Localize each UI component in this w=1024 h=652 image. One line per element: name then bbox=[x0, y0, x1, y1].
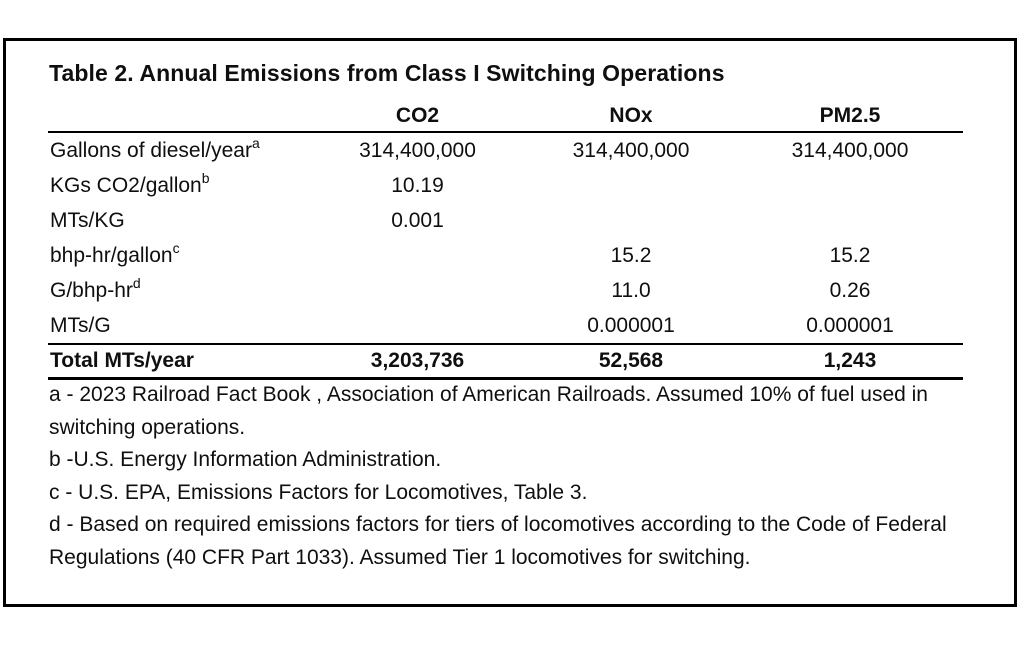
table-title: Table 2. Annual Emissions from Class I S… bbox=[49, 60, 725, 86]
cell-nox: 314,400,000 bbox=[572, 138, 690, 162]
cell-co2: 0.001 bbox=[391, 208, 444, 232]
table-row: G/bhp-hrd 11.0 0.26 bbox=[48, 273, 963, 308]
table-row: KGs CO2/gallonb 10.19 bbox=[48, 168, 963, 203]
footnote-marker: b bbox=[201, 169, 210, 186]
row-label-text: KGs CO2/gallon bbox=[50, 173, 202, 197]
footnotes-block: a - 2023 Railroad Fact Book , Associatio… bbox=[49, 379, 967, 575]
footnote-marker: d bbox=[132, 274, 141, 291]
cell-nox: 11.0 bbox=[611, 278, 651, 302]
footnote-c: c - U.S. EPA, Emissions Factors for Loco… bbox=[49, 480, 588, 504]
table-header-row: CO2 NOx PM2.5 bbox=[48, 100, 963, 133]
row-label: KGs CO2/gallonb bbox=[48, 171, 310, 197]
total-cell-nox: 52,568 bbox=[598, 349, 664, 373]
cell-nox: 0.000001 bbox=[587, 313, 675, 337]
row-label-text: G/bhp-hr bbox=[50, 278, 133, 302]
footnote-a: a - 2023 Railroad Fact Book , Associatio… bbox=[49, 383, 928, 439]
footnote-marker: c bbox=[172, 239, 180, 256]
header-cell-pm25: PM2.5 bbox=[819, 103, 881, 127]
table-row: Gallons of diesel/yeara 314,400,000 314,… bbox=[48, 133, 963, 168]
footnote-b: b -U.S. Energy Information Administratio… bbox=[49, 448, 442, 472]
total-row-label: Total MTs/year bbox=[50, 349, 194, 373]
cell-co2: 314,400,000 bbox=[359, 138, 476, 162]
header-cell-nox: NOx bbox=[609, 103, 653, 127]
total-cell-co2: 3,203,736 bbox=[370, 349, 465, 373]
table-total-row: Total MTs/year 3,203,736 52,568 1,243 bbox=[48, 343, 963, 380]
table-row: MTs/KG 0.001 bbox=[48, 203, 963, 238]
cell-pm25: 0.000001 bbox=[806, 313, 894, 337]
header-cell-co2: CO2 bbox=[395, 103, 440, 127]
row-label: bhp-hr/gallonc bbox=[48, 241, 310, 267]
total-cell-pm25: 1,243 bbox=[823, 349, 877, 373]
row-label: G/bhp-hrd bbox=[48, 276, 310, 302]
row-label: Gallons of diesel/yeara bbox=[48, 136, 310, 162]
cell-nox: 15.2 bbox=[610, 243, 652, 267]
cell-pm25: 15.2 bbox=[829, 243, 871, 267]
emissions-table: CO2 NOx PM2.5 Gallons of diesel/yeara 31… bbox=[48, 100, 963, 380]
cell-co2: 10.19 bbox=[391, 173, 444, 197]
table-row: MTs/G 0.000001 0.000001 bbox=[48, 308, 963, 343]
row-label: MTs/KG bbox=[48, 209, 310, 232]
table-row: bhp-hr/gallonc 15.2 15.2 bbox=[48, 238, 963, 273]
row-label-text: MTs/KG bbox=[50, 208, 125, 232]
footnote-marker: a bbox=[251, 134, 260, 151]
footnote-d: d - Based on required emissions factors … bbox=[49, 513, 947, 569]
row-label-text: Gallons of diesel/year bbox=[50, 138, 252, 162]
cell-pm25: 314,400,000 bbox=[791, 138, 909, 162]
cell-pm25: 0.26 bbox=[829, 278, 871, 302]
row-label: MTs/G bbox=[48, 314, 310, 337]
row-label-text: MTs/G bbox=[50, 313, 111, 337]
row-label-text: bhp-hr/gallon bbox=[50, 243, 173, 267]
